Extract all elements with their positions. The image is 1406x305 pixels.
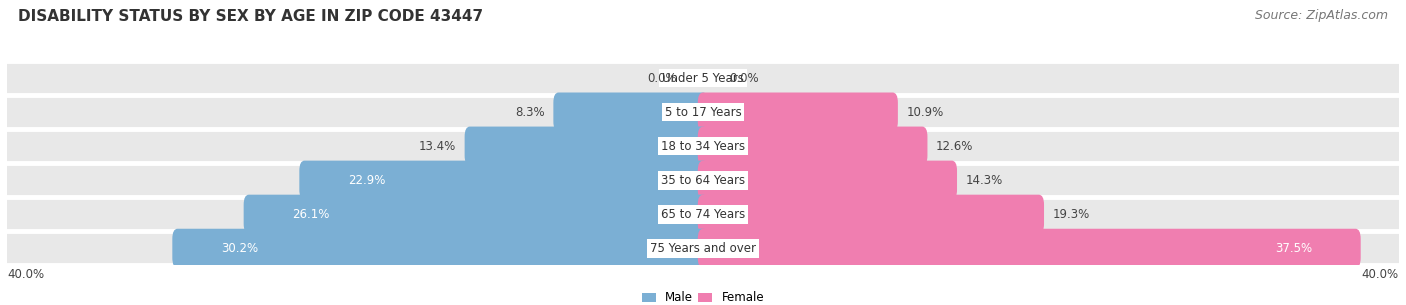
- FancyBboxPatch shape: [299, 161, 709, 200]
- FancyBboxPatch shape: [464, 127, 709, 166]
- FancyBboxPatch shape: [7, 61, 1399, 95]
- Text: 0.0%: 0.0%: [730, 72, 759, 84]
- Text: 14.3%: 14.3%: [966, 174, 1002, 187]
- Text: 35 to 64 Years: 35 to 64 Years: [661, 174, 745, 187]
- Text: Under 5 Years: Under 5 Years: [662, 72, 744, 84]
- FancyBboxPatch shape: [7, 231, 1399, 265]
- Text: 18 to 34 Years: 18 to 34 Years: [661, 140, 745, 152]
- Text: 26.1%: 26.1%: [292, 208, 330, 221]
- Text: 40.0%: 40.0%: [1362, 268, 1399, 281]
- Text: 0.0%: 0.0%: [647, 72, 676, 84]
- Text: 40.0%: 40.0%: [7, 268, 44, 281]
- FancyBboxPatch shape: [697, 161, 957, 200]
- Text: 22.9%: 22.9%: [349, 174, 385, 187]
- Text: Source: ZipAtlas.com: Source: ZipAtlas.com: [1254, 9, 1388, 22]
- Text: 5 to 17 Years: 5 to 17 Years: [665, 106, 741, 119]
- FancyBboxPatch shape: [7, 95, 1399, 129]
- Text: DISABILITY STATUS BY SEX BY AGE IN ZIP CODE 43447: DISABILITY STATUS BY SEX BY AGE IN ZIP C…: [18, 9, 484, 24]
- FancyBboxPatch shape: [697, 127, 928, 166]
- Text: 10.9%: 10.9%: [907, 106, 943, 119]
- FancyBboxPatch shape: [243, 195, 709, 234]
- Text: 13.4%: 13.4%: [419, 140, 456, 152]
- FancyBboxPatch shape: [7, 129, 1399, 163]
- FancyBboxPatch shape: [697, 229, 1361, 268]
- Legend: Male, Female: Male, Female: [641, 291, 765, 304]
- FancyBboxPatch shape: [697, 92, 898, 132]
- FancyBboxPatch shape: [7, 197, 1399, 231]
- FancyBboxPatch shape: [697, 195, 1045, 234]
- FancyBboxPatch shape: [7, 163, 1399, 197]
- Text: 12.6%: 12.6%: [936, 140, 973, 152]
- Text: 75 Years and over: 75 Years and over: [650, 242, 756, 255]
- Text: 30.2%: 30.2%: [221, 242, 259, 255]
- Text: 19.3%: 19.3%: [1053, 208, 1090, 221]
- FancyBboxPatch shape: [173, 229, 709, 268]
- Text: 8.3%: 8.3%: [515, 106, 544, 119]
- FancyBboxPatch shape: [554, 92, 709, 132]
- Text: 65 to 74 Years: 65 to 74 Years: [661, 208, 745, 221]
- Text: 37.5%: 37.5%: [1275, 242, 1312, 255]
